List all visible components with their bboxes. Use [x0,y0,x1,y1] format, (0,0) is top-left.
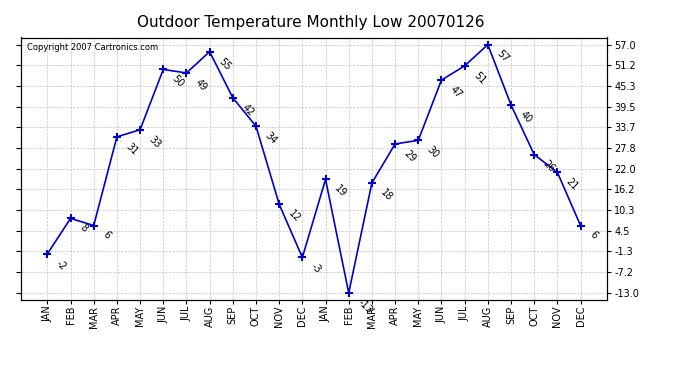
Text: 50: 50 [170,74,186,89]
Text: 29: 29 [402,148,418,164]
Text: 12: 12 [286,209,302,224]
Text: -13: -13 [355,297,374,315]
Text: 21: 21 [564,177,580,192]
Text: 6: 6 [587,230,599,241]
Text: 26: 26 [541,159,557,174]
Text: 42: 42 [239,102,255,118]
Text: Outdoor Temperature Monthly Low 20070126: Outdoor Temperature Monthly Low 20070126 [137,15,484,30]
Text: 18: 18 [379,187,395,203]
Text: 51: 51 [471,70,487,86]
Text: 30: 30 [425,144,441,160]
Text: 31: 31 [124,141,139,157]
Text: 49: 49 [193,77,209,93]
Text: 55: 55 [217,56,233,72]
Text: 47: 47 [448,84,464,100]
Text: 34: 34 [263,130,279,146]
Text: 57: 57 [495,49,511,64]
Text: 19: 19 [333,183,348,199]
Text: -3: -3 [309,262,323,276]
Text: Copyright 2007 Cartronics.com: Copyright 2007 Cartronics.com [26,43,158,52]
Text: 40: 40 [518,109,533,125]
Text: 33: 33 [147,134,163,150]
Text: 8: 8 [77,223,89,234]
Text: -2: -2 [55,258,68,272]
Text: 6: 6 [101,230,112,241]
